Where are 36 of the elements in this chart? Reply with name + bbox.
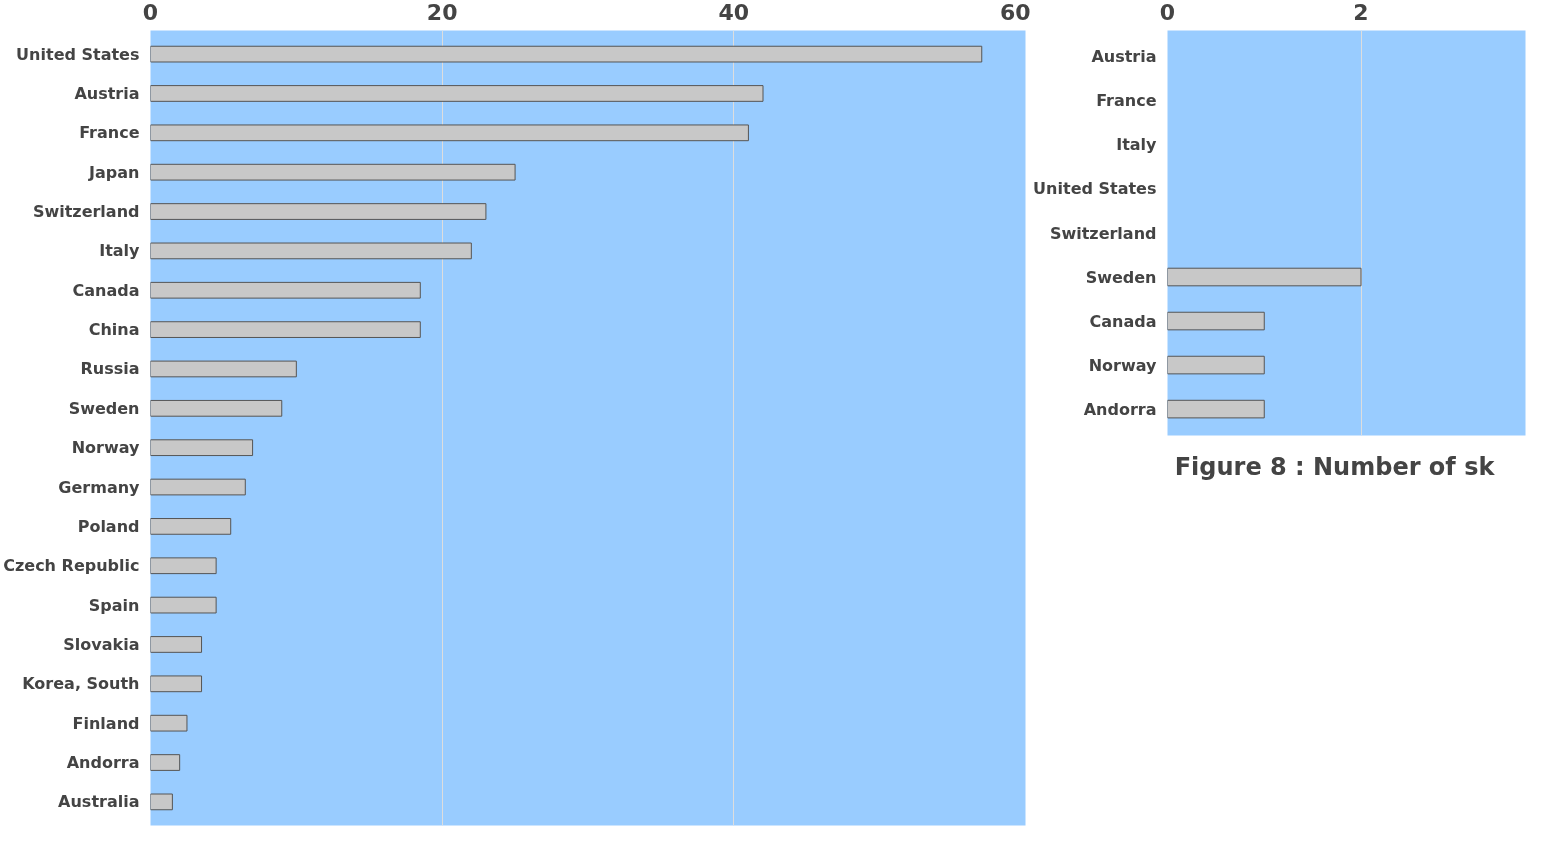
y-tick-label: Switzerland — [1049, 223, 1157, 243]
x-tick-label: 0 — [1159, 0, 1176, 25]
y-tick-label: Norway — [71, 438, 141, 458]
y-tick-label: Korea, South — [22, 674, 140, 694]
y-tick-label: Germany — [58, 477, 141, 497]
y-tick-label: Finland — [72, 713, 140, 733]
y-tick-label: Australia — [58, 792, 140, 812]
y-tick-label: China — [88, 320, 140, 340]
x-tick-label: 60 — [999, 0, 1031, 25]
y-tick-label: Poland — [77, 516, 140, 536]
y-tick-label: Norway — [1088, 355, 1158, 375]
y-tick-label: Austria — [1091, 47, 1157, 67]
y-tick-label: Canada — [1089, 311, 1157, 331]
y-tick-label: France — [1096, 91, 1157, 111]
y-tick-label: Canada — [72, 280, 140, 300]
y-tick-label: United States — [16, 44, 140, 64]
caption: Figure 8 : Number of sk — [1174, 452, 1496, 481]
y-tick-label: Austria — [74, 83, 140, 103]
y-tick-label: Russia — [80, 359, 140, 379]
y-tick-label: Spain — [88, 595, 140, 615]
y-tick-label: Switzerland — [32, 202, 140, 222]
x-tick-label: 0 — [142, 0, 159, 25]
y-tick-label: Sweden — [1085, 267, 1157, 287]
y-tick-label: Czech Republic — [3, 556, 140, 576]
y-tick-label: Andorra — [66, 753, 140, 773]
y-tick-label: France — [79, 123, 140, 143]
y-tick-label: United States — [1033, 179, 1157, 199]
x-tick-label: 2 — [1353, 0, 1369, 25]
y-tick-label: Slovakia — [63, 634, 140, 654]
y-tick-label: Andorra — [1083, 399, 1157, 419]
x-tick-label: 40 — [718, 0, 750, 25]
y-tick-label: Sweden — [68, 398, 140, 418]
y-tick-label: Japan — [88, 162, 140, 182]
y-tick-label: Italy — [1116, 135, 1158, 155]
x-tick-label: 20 — [426, 0, 458, 25]
y-tick-label: Italy — [99, 241, 141, 261]
